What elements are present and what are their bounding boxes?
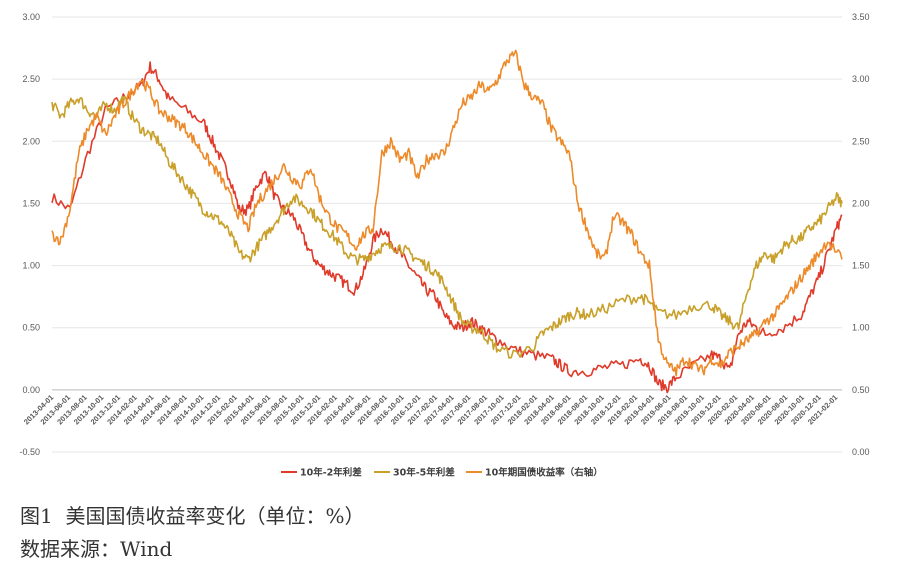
right-tick-label: 0.00 bbox=[852, 447, 870, 457]
left-tick-label: 1.00 bbox=[22, 261, 40, 271]
left-tick-label: 1.50 bbox=[22, 198, 40, 208]
left-tick-label: 0.00 bbox=[22, 385, 40, 395]
data-source: 数据来源：Wind bbox=[20, 537, 173, 561]
left-tick-label: 0.50 bbox=[22, 323, 40, 333]
series-line-3 bbox=[51, 49, 843, 377]
right-tick-label: 1.50 bbox=[852, 261, 870, 271]
right-tick-label: 3.00 bbox=[852, 74, 870, 84]
right-tick-label: 3.50 bbox=[852, 12, 870, 22]
right-tick-label: 2.50 bbox=[852, 136, 870, 146]
legend-label: 10年-2年利差 bbox=[300, 467, 362, 479]
chart: 3.002.502.001.501.000.500.00-0.50 3.503.… bbox=[19, 12, 870, 479]
left-tick-label: 3.00 bbox=[22, 12, 40, 22]
left-tick-label: 2.50 bbox=[22, 74, 40, 84]
legend: 10年-2年利差 30年-5年利差 10年期国债收益率（右轴） bbox=[281, 467, 603, 479]
grid-lines bbox=[52, 16, 842, 453]
left-tick-label: 2.00 bbox=[22, 136, 40, 146]
series-line-2 bbox=[51, 95, 843, 359]
right-tick-label: 2.00 bbox=[852, 198, 870, 208]
legend-label: 30年-5年利差 bbox=[393, 467, 455, 479]
right-y-axis: 3.50 3.00 2.50 2.00 1.50 1.00 0.50 0.00 bbox=[852, 12, 870, 457]
right-tick-label: 0.50 bbox=[852, 385, 870, 395]
right-tick-label: 1.00 bbox=[852, 323, 870, 333]
series-lines bbox=[51, 49, 843, 394]
left-y-axis: 3.00 2.50 2.00 1.50 1.00 0.50 0.00 -0.50 bbox=[19, 12, 40, 457]
legend-label: 10年期国债收益率（右轴） bbox=[485, 467, 603, 479]
left-tick-label: -0.50 bbox=[19, 447, 40, 457]
series-line-1 bbox=[51, 61, 843, 394]
x-axis: 2013-04-012013-06-012013-08-012013-10-01… bbox=[22, 389, 842, 426]
figure-caption: 图1 美国国债收益率变化（单位：%） bbox=[20, 504, 365, 528]
